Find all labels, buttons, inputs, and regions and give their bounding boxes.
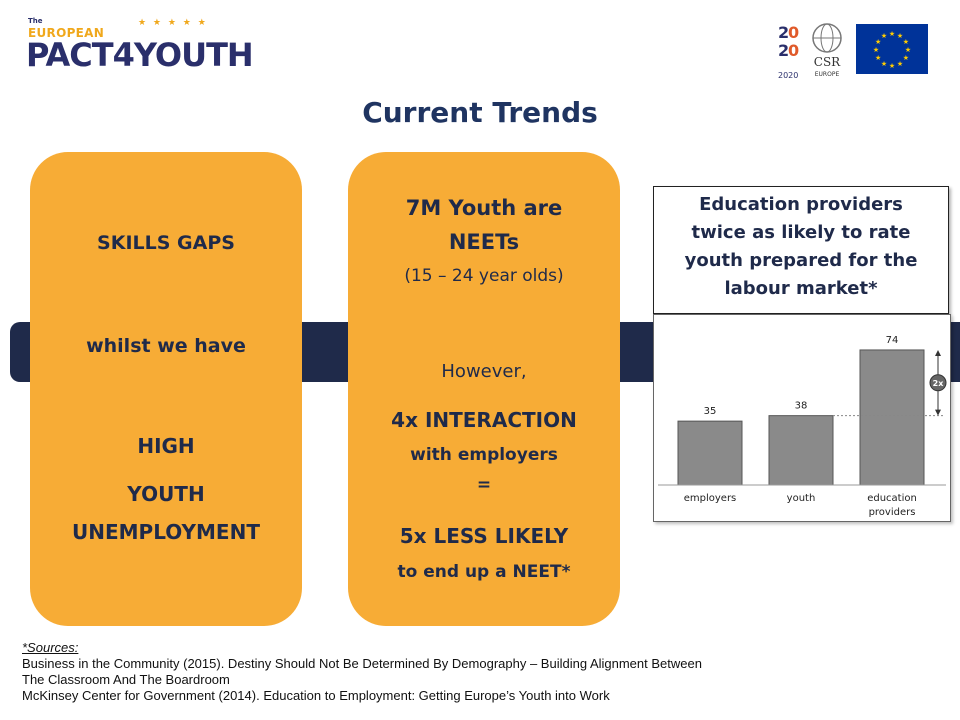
pact4youth-logo: The EUROPEAN ★ ★ ★ ★ ★ PACT4YOUTH <box>26 14 254 76</box>
category-label: youth <box>787 493 816 504</box>
svg-text:CSR: CSR <box>814 55 841 69</box>
csr-europe-logo: CSR EUROPE <box>806 20 848 80</box>
svg-text:0: 0 <box>788 23 799 42</box>
card1-line5: UNEMPLOYMENT <box>72 520 260 544</box>
card2-line3: (15 – 24 year olds) <box>404 266 564 286</box>
eu-star-icon: ★ <box>875 38 881 46</box>
card2-line2: NEETs <box>448 230 520 254</box>
eu-star-icon: ★ <box>873 46 879 54</box>
source-line-2: The Classroom And The Boardroom <box>22 672 230 687</box>
eu-star-icon: ★ <box>875 54 881 62</box>
info-callout: Education providers twice as likely to r… <box>653 186 949 314</box>
bar-education-providers <box>859 349 925 486</box>
eu-star-icon: ★ <box>897 32 903 40</box>
card2-line1: 7M Youth are <box>405 196 563 220</box>
card2-line9: to end up a NEET* <box>397 562 571 582</box>
bar-youth <box>768 415 834 486</box>
arrow-head-down-icon <box>935 409 941 416</box>
eu-star-icon: ★ <box>889 62 895 70</box>
sources-footnote: *Sources: Business in the Community (201… <box>22 640 942 704</box>
eu-star-icon: ★ <box>881 60 887 68</box>
eu-star-icon: ★ <box>903 38 909 46</box>
multiplier-badge <box>929 374 947 392</box>
svg-text:0: 0 <box>788 41 799 60</box>
svg-text:2020: 2020 <box>778 71 798 80</box>
bar-chart-svg: 35 employers 38 youth 74 education providers 2x <box>658 335 947 518</box>
bar-value-label: 38 <box>795 401 808 412</box>
neets-card: 7M Youth are NEETs (15 – 24 year olds) H… <box>348 152 620 626</box>
eu-star-icon: ★ <box>897 60 903 68</box>
eu-star-icon: ★ <box>905 46 911 54</box>
source-line-1: Business in the Community (2015). Destin… <box>22 656 702 671</box>
svg-text:2: 2 <box>778 23 789 42</box>
bar-chart: 35 employers 38 youth 74 education providers 2x <box>653 314 951 522</box>
card1-line1: SKILLS GAPS <box>97 232 235 254</box>
bar-value-label: 74 <box>886 335 899 346</box>
info-text: Education providers twice as likely to r… <box>684 194 918 299</box>
svg-text:EUROPE: EUROPE <box>815 71 840 78</box>
eu-star-icon: ★ <box>889 30 895 38</box>
card1-line2: whilst we have <box>86 335 246 357</box>
sources-heading: *Sources: <box>22 640 79 655</box>
enterprise-2020-logo: 2 0 2 0 2020 <box>778 20 800 80</box>
card1-line3: HIGH <box>137 434 195 458</box>
card2-line5: 4x INTERACTION <box>391 408 577 432</box>
logo-small-text: The <box>28 17 43 25</box>
logo-top-text: EUROPEAN <box>28 26 105 40</box>
multiplier-label: 2x <box>933 379 945 388</box>
card1-line4: YOUTH <box>127 482 205 506</box>
eu-star-icon: ★ <box>903 54 909 62</box>
source-line-3: McKinsey Center for Government (2014). E… <box>22 688 610 703</box>
category-label: education <box>867 493 917 504</box>
logo-main-text: PACT4YOUTH <box>26 36 254 74</box>
category-label: employers <box>684 493 737 504</box>
bar-value-label: 35 <box>704 406 717 417</box>
category-label: providers <box>869 507 916 518</box>
eu-flag-icon: ★ ★ ★ ★ ★ ★ ★ ★ ★ ★ ★ ★ <box>856 24 928 74</box>
card2-line7: = <box>476 475 492 495</box>
svg-text:2: 2 <box>778 41 789 60</box>
card2-line8: 5x LESS LIKELY <box>399 524 569 548</box>
logo-stars-icon: ★ ★ ★ ★ ★ <box>138 18 208 28</box>
bar-employers <box>677 420 743 486</box>
card2-line6: with employers <box>410 445 558 465</box>
skills-gaps-card: SKILLS GAPS whilst we have HIGH YOUTH UN… <box>30 152 302 626</box>
arrow-head-up-icon <box>935 349 941 356</box>
page-title: Current Trends <box>362 96 598 129</box>
card2-line4: However, <box>441 361 527 382</box>
eu-star-icon: ★ <box>881 32 887 40</box>
